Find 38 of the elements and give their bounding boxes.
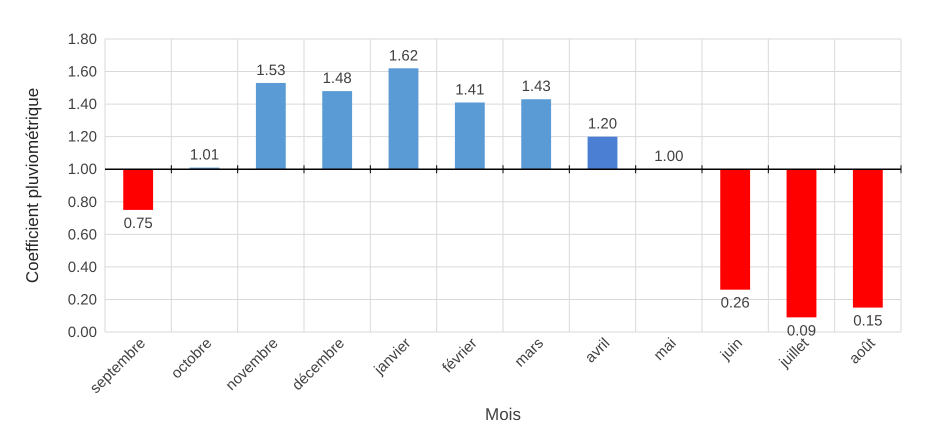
data-label: 0.26 <box>720 294 750 312</box>
data-label: 1.53 <box>256 62 286 79</box>
y-tick-label: 0.40 <box>68 258 97 276</box>
bar <box>720 169 750 290</box>
data-label: 1.43 <box>522 78 551 96</box>
y-tick-label: 1.00 <box>68 161 97 178</box>
bar <box>588 136 618 170</box>
bar <box>852 169 883 308</box>
data-label: 1.00 <box>654 148 684 166</box>
bar <box>256 82 286 170</box>
bar <box>322 91 352 170</box>
bar <box>454 102 485 170</box>
data-label: 0.15 <box>853 312 882 330</box>
data-label: 1.41 <box>455 81 484 98</box>
y-tick-label: 1.80 <box>68 31 97 48</box>
data-label: 1.01 <box>190 146 220 164</box>
x-tick-label: août <box>846 334 880 368</box>
y-tick-label: 1.20 <box>68 128 97 146</box>
bar <box>388 68 418 170</box>
data-label: 1.48 <box>322 70 352 88</box>
data-label: 1.62 <box>388 47 418 64</box>
data-label: 1.20 <box>588 116 618 133</box>
x-tick-label: avril <box>582 334 614 366</box>
y-tick-label: 0.60 <box>68 226 97 244</box>
y-tick-label: 1.60 <box>68 64 97 81</box>
y-axis-title: Coefficient pluviométrique <box>23 88 42 284</box>
x-axis-title: Mois <box>485 405 521 424</box>
bar <box>786 169 816 318</box>
y-tick-label: 0.20 <box>68 291 97 308</box>
bar <box>123 169 154 210</box>
bar <box>521 99 552 170</box>
y-tick-label: 1.40 <box>68 96 97 114</box>
data-label: 0.75 <box>124 214 153 232</box>
y-tick-label: 0.00 <box>68 324 97 341</box>
x-tick-label: juin <box>716 334 746 364</box>
x-tick-label: mai <box>650 334 680 364</box>
data-label: 0.09 <box>786 322 816 340</box>
y-tick-label: 0.80 <box>68 194 97 211</box>
